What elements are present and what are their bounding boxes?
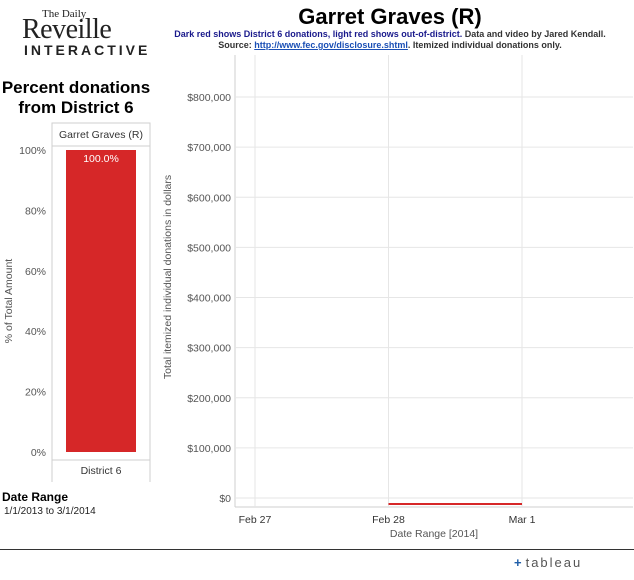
left-chart-title: Percent donations from District 6: [0, 78, 152, 118]
date-range-value[interactable]: 1/1/2013 to 3/1/2014: [4, 506, 96, 517]
bar-y-tick-label: 0%: [31, 447, 46, 459]
bar-y-tick-label: 100%: [19, 145, 46, 157]
donations-over-time-chart: $0 $100,000 $200,000 $300,000 $400,000 $500,0…: [155, 55, 634, 545]
subtitle-dark-text: Dark red shows District 6 donations, lig…: [174, 29, 462, 39]
left-chart-title-line1: Percent donations: [2, 78, 150, 97]
bar-data-label: 100.0%: [83, 153, 119, 165]
area-y-tick-label: $500,000: [187, 242, 231, 254]
left-chart-title-line2: from District 6: [18, 98, 133, 117]
area-x-tick-label: Mar 1: [509, 514, 536, 526]
bar-y-tick-label: 40%: [25, 326, 46, 338]
area-x-axis-label: Date Range [2014]: [390, 528, 478, 540]
bar-y-tick-label: 20%: [25, 387, 46, 399]
area-y-tick-label: $0: [219, 493, 231, 505]
source-link[interactable]: http://www.fec.gov/disclosure.shtml: [254, 40, 408, 50]
area-y-tick-label: $800,000: [187, 92, 231, 104]
subtitle-credit-text: Data and video by Jared Kendall.: [462, 29, 606, 39]
area-x-tick-label: Feb 28: [372, 514, 405, 526]
bar-district-6: [66, 150, 136, 452]
area-x-tick-label: Feb 27: [239, 514, 272, 526]
bar-y-axis-label: % of Total Amount: [3, 259, 15, 344]
tableau-brand-text: tableau: [526, 555, 583, 570]
footer-divider: [0, 549, 634, 550]
bar-y-tick-label: 60%: [25, 266, 46, 278]
page-title: Garret Graves (R): [150, 4, 630, 30]
area-y-tick-label: $700,000: [187, 142, 231, 154]
tableau-logo[interactable]: + tableau: [514, 555, 630, 575]
date-range-label: Date Range: [2, 490, 68, 504]
subtitle-source-prefix: Source:: [218, 40, 254, 50]
tableau-mark-icon: +: [514, 555, 522, 570]
bar-x-category-label: District 6: [81, 465, 122, 477]
page-subtitle: Dark red shows District 6 donations, lig…: [140, 29, 634, 51]
bar-column-header: Garret Graves (R): [59, 129, 143, 141]
logo-bottom-text: INTERACTIVE: [24, 42, 150, 58]
area-y-axis-label: Total itemized individual donations in d…: [162, 175, 174, 379]
bar-y-tick-label: 80%: [25, 205, 46, 217]
area-y-tick-label: $200,000: [187, 393, 231, 405]
area-y-tick-label: $300,000: [187, 343, 231, 355]
reveille-logo: The Daily Reveille INTERACTIVE: [18, 8, 130, 58]
area-y-tick-label: $600,000: [187, 192, 231, 204]
district-percent-bar-chart: Garret Graves (R) 0% 20% 40% 60% 80% 100% % of …: [0, 120, 160, 490]
area-y-tick-label: $400,000: [187, 293, 231, 305]
subtitle-source-suffix: . Itemized individual donations only.: [408, 40, 562, 50]
area-y-tick-label: $100,000: [187, 443, 231, 455]
